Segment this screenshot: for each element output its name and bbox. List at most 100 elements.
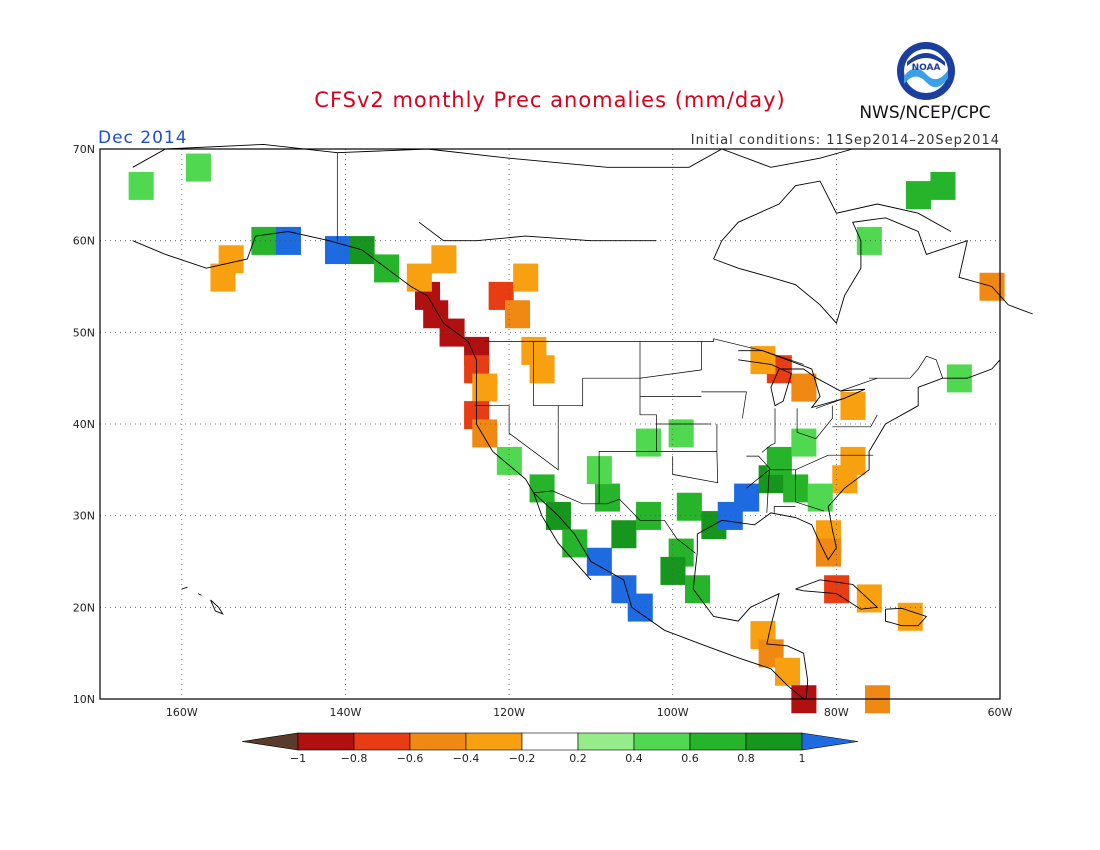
anomaly-cell [856,391,866,402]
anomaly-cell [365,254,375,265]
anomaly-cell [603,492,612,503]
lat-tick-label: 50N [73,326,95,339]
anomaly-cell [627,575,637,585]
anomaly-cell [824,520,833,530]
anomaly-cell [447,263,457,274]
anomaly-cell [979,272,989,283]
anomaly-cell [856,593,866,604]
anomaly-cell [505,300,514,310]
anomaly-cell [447,327,457,338]
anomaly-cell [676,428,686,439]
lon-tick-label: 120W [493,706,525,719]
anomaly-cell [513,272,522,283]
anomaly-cell [938,190,948,200]
anomaly-cell [333,254,342,265]
anomaly-cell [693,575,702,585]
anomaly-cell [758,630,768,640]
anomaly-cell [521,272,531,283]
anomaly-cell [464,355,473,365]
anomaly-cell [226,254,236,265]
anomaly-cell [766,346,776,356]
lat-tick-label: 40N [73,418,95,431]
anomaly-cell [832,547,841,558]
anomaly-cell [799,483,809,494]
anomaly-cell [685,511,694,521]
anomaly-cell [799,446,809,457]
anomaly-cell [513,446,522,457]
anomaly-cell [235,263,244,274]
anomaly-cell [545,474,555,485]
anomaly-cell [586,474,596,485]
colorbar-label: 0.4 [625,752,643,765]
political-border [869,355,944,379]
anomaly-cell [611,483,621,494]
colorbar-swatch [689,732,747,751]
political-border [474,405,559,471]
anomaly-cell [758,621,768,631]
anomaly-cell [374,254,383,265]
anomaly-cell [725,520,735,530]
anomaly-cell [611,492,621,503]
anomaly-cell [185,171,195,182]
anomaly-cell [136,181,146,191]
anomaly-cell [766,373,776,384]
anomaly-cell [676,547,686,558]
anomaly-cell [333,245,342,255]
anomaly-cell [275,245,285,255]
anomaly-cell [194,153,203,164]
anomaly-cell [145,190,154,200]
anomaly-cell [873,584,882,595]
anomaly-cell [586,547,596,558]
anomaly-cell [701,575,711,585]
anomaly-cell [791,437,801,448]
anomaly-cell [505,456,514,466]
anomaly-cell [644,520,653,530]
anomaly-cell [627,520,637,530]
anomaly-cell [545,364,555,375]
anomaly-cell [938,181,948,191]
anomaly-cell [439,336,449,347]
anomaly-cell [611,520,621,530]
anomaly-cell [644,611,653,622]
anomaly-cell [676,511,686,521]
anomaly-cell [537,492,547,503]
anomaly-cell [856,410,866,420]
anomaly-cell [455,318,465,329]
political-border [840,377,878,392]
anomaly-cell [791,446,801,457]
anomaly-cell [987,291,997,301]
anomaly-cell [635,593,645,604]
anomaly-cell [496,456,506,466]
anomaly-cell [914,602,923,613]
anomaly-cell [513,318,522,329]
anomaly-cell [423,309,432,320]
anomaly-cell [210,272,220,283]
anomaly-cell [545,483,555,494]
anomaly-cell [644,437,653,448]
anomaly-cell [758,364,768,375]
anomaly-cell [685,593,694,604]
anomaly-cell [464,410,473,420]
anomaly-cell [374,263,383,274]
anomaly-cell [529,272,539,283]
anomaly-cell [783,456,792,466]
anomaly-cell [529,483,539,494]
anomaly-cell [382,272,391,283]
anomaly-cell [856,226,866,237]
agency-label: NWS/NCEP/CPC [859,103,991,123]
anomaly-cell [832,520,841,530]
anomaly-cell [439,300,449,310]
anomaly-cell [676,566,686,576]
anomaly-cell [725,501,735,512]
chart-title: CFSv2 monthly Prec anomalies (mm/day) [314,88,786,112]
political-border [533,490,696,554]
anomaly-cell [480,391,490,402]
anomaly-cell [185,162,195,173]
anomaly-cell [603,547,612,558]
anomaly-cell [750,492,760,503]
anomaly-cell [865,226,874,237]
colorbar-label: 0.8 [737,752,755,765]
anomaly-cell [848,446,858,457]
anomaly-cell [766,657,776,668]
colorbar-label: 1 [799,752,806,765]
